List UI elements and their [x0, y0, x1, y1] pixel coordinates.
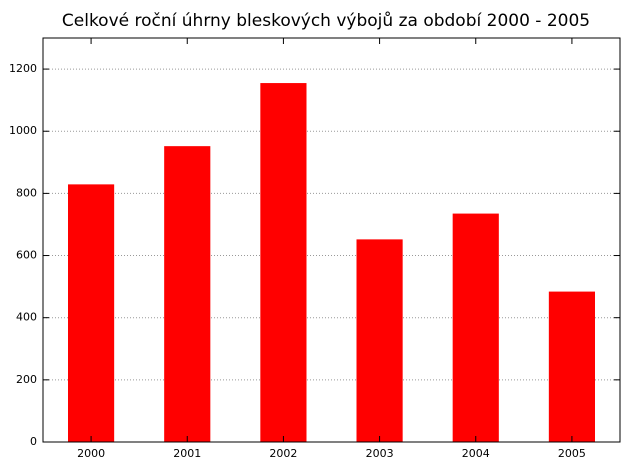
y-tick-label: 400 — [16, 311, 37, 324]
x-tick-label: 2005 — [558, 447, 586, 458]
x-tick-label: 2000 — [77, 447, 105, 458]
x-tick-label: 2003 — [366, 447, 394, 458]
y-tick-label: 1000 — [9, 124, 37, 137]
bar — [548, 291, 595, 442]
x-tick-label: 2002 — [269, 447, 297, 458]
x-tick-label: 2001 — [173, 447, 201, 458]
chart-title: Celkové roční úhrny bleskových výbojů za… — [62, 11, 590, 31]
y-tick-label: 600 — [16, 249, 37, 262]
y-tick-label: 800 — [16, 186, 37, 199]
y-tick-label: 1200 — [9, 62, 37, 75]
bar — [68, 184, 115, 442]
bar — [260, 83, 307, 443]
y-tick-label: 0 — [30, 435, 37, 448]
plot-frame — [42, 37, 621, 443]
bar — [356, 239, 403, 442]
y-tick-label: 200 — [16, 373, 37, 386]
bar — [452, 213, 499, 442]
bar — [164, 146, 211, 442]
x-tick-label: 2004 — [462, 447, 490, 458]
